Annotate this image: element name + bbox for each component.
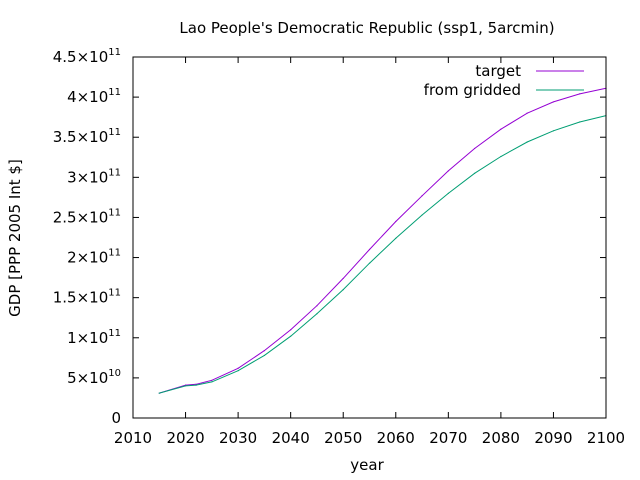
- data-point: [474, 147, 476, 150]
- data-point: [579, 93, 581, 95]
- data-point: [237, 367, 239, 369]
- tick-marks: [132, 56, 607, 419]
- x-tick-label: 2100: [587, 429, 625, 447]
- legend-label: from gridded: [424, 81, 521, 99]
- data-point: [342, 289, 344, 291]
- y-tick-label: 3×1011: [67, 167, 121, 186]
- data-point: [184, 385, 187, 387]
- data-point: [368, 262, 371, 264]
- series-lines: [158, 87, 607, 394]
- data-point: [263, 350, 265, 352]
- x-tick-label: 2060: [377, 429, 415, 447]
- y-tick-label: 5×1010: [67, 368, 121, 387]
- y-tick-label: 1.5×1011: [53, 288, 121, 307]
- data-point: [526, 141, 528, 143]
- y-tick-label: 3.5×1011: [53, 127, 121, 146]
- x-tick-label: 2010: [114, 429, 152, 447]
- data-point: [316, 305, 318, 307]
- data-point: [263, 354, 265, 357]
- legend-label: target: [475, 62, 521, 80]
- y-tick-label: 4×1011: [67, 87, 121, 106]
- data-point: [579, 121, 581, 123]
- data-point: [290, 329, 292, 331]
- data-point: [421, 214, 423, 216]
- data-point: [500, 128, 502, 130]
- x-tick-label: 2080: [482, 429, 520, 447]
- y-axis-label: GDP [PPP 2005 Int $]: [6, 159, 24, 317]
- series-line-0: [159, 87, 607, 394]
- y-tick-label: 2.5×1011: [53, 207, 121, 226]
- data-point: [421, 195, 423, 197]
- series-line-1: [159, 115, 607, 394]
- data-point: [552, 101, 555, 103]
- data-point: [237, 370, 239, 372]
- x-tick-label: 2030: [219, 429, 257, 447]
- data-point: [211, 379, 213, 381]
- data-point: [526, 112, 528, 114]
- data-point: [290, 335, 292, 337]
- x-tick-label: 2050: [324, 429, 362, 447]
- data-point: [447, 192, 449, 194]
- data-point: [342, 277, 344, 280]
- data-point: [195, 384, 197, 386]
- data-point: [211, 381, 213, 383]
- data-point: [368, 248, 371, 251]
- y-tick-label: 1×1011: [67, 328, 121, 347]
- plot-frame: [132, 56, 607, 419]
- data-point: [158, 392, 160, 394]
- y-tick-label: 4.5×1011: [53, 47, 121, 66]
- data-point: [552, 130, 555, 132]
- data-point: [395, 237, 397, 239]
- chart-title: Lao People's Democratic Republic (ssp1, …: [179, 19, 554, 37]
- x-tick-label: 2090: [534, 429, 572, 447]
- data-point: [395, 220, 397, 223]
- x-tick-label: 2040: [272, 429, 310, 447]
- x-tick-labels: 2010 2020 2030 2040 2050 2060 2070 2080 2090 2100: [114, 429, 625, 447]
- x-tick-label: 2020: [166, 429, 204, 447]
- y-tick-labels: 0 5×1010 1×1011 1.5×1011 2×1011 2.5×1011 3×101…: [53, 47, 121, 427]
- data-point: [500, 155, 502, 158]
- y-tick-label: 2×1011: [67, 248, 121, 267]
- x-axis-label: year: [350, 456, 384, 474]
- y-tick-label: 0: [111, 409, 121, 427]
- data-point: [474, 172, 476, 174]
- x-tick-label: 2070: [429, 429, 467, 447]
- data-point: [447, 170, 449, 172]
- data-point: [316, 313, 318, 315]
